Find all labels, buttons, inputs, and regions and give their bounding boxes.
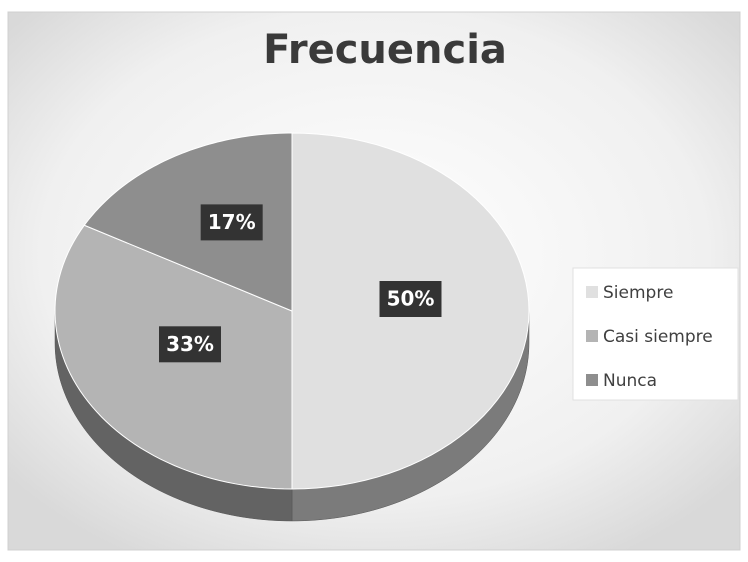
legend-swatch xyxy=(586,330,598,342)
data-label: 17% xyxy=(208,210,256,234)
data-label: 33% xyxy=(166,332,214,356)
pie: 50% 33% 17% xyxy=(54,132,530,522)
legend xyxy=(572,267,739,401)
data-label-box xyxy=(379,281,442,317)
data-label: 50% xyxy=(387,287,435,311)
data-label-box xyxy=(200,204,263,241)
legend-label: Siempre xyxy=(603,283,673,303)
data-label-box xyxy=(159,326,222,363)
chart-title: Frecuencia xyxy=(263,27,507,73)
legend-swatch xyxy=(586,374,598,386)
legend-label: Casi siempre xyxy=(603,327,713,347)
legend-items: Siempre Casi siempre Nunca xyxy=(586,283,713,391)
legend-label: Nunca xyxy=(603,371,657,391)
slice xyxy=(83,132,293,312)
legend-swatch xyxy=(586,286,598,298)
